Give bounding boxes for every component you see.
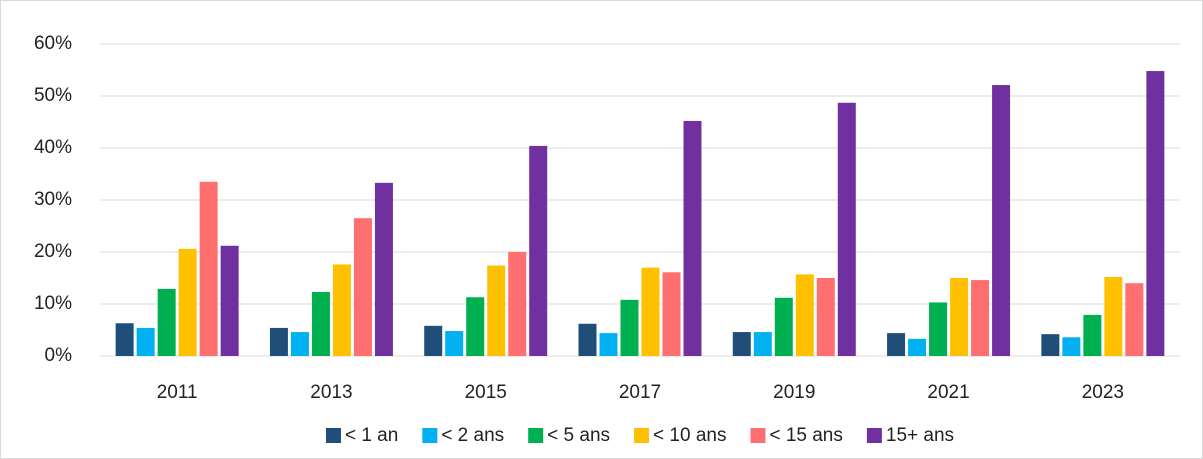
legend-swatch [528,428,544,443]
bar [136,327,155,356]
bar [157,288,176,356]
bar [816,278,835,356]
y-tick-label: 10% [34,293,72,314]
bar [311,292,330,356]
bar [199,181,218,356]
bar [1041,334,1060,356]
bar [1083,314,1102,356]
bar [332,264,351,356]
bar [424,325,443,356]
legend-swatch [750,428,766,443]
x-tick-label: 2011 [157,382,198,403]
bar [753,332,772,356]
bar [929,302,948,356]
bar [641,267,660,356]
y-tick-label: 20% [34,241,72,262]
bar [908,338,927,356]
y-tick-label: 50% [34,85,72,106]
legend-label: < 15 ans [769,425,842,446]
bar [620,299,639,356]
legend-label: < 10 ans [653,425,726,446]
legend-label: < 1 an [345,425,398,446]
bar [1104,276,1123,356]
x-tick-label: 2023 [1082,382,1124,403]
bar [837,102,856,356]
bar [887,333,906,356]
legend-swatch [866,428,882,443]
x-tick-label: 2013 [310,382,352,403]
legend-swatch [325,428,341,443]
legend-label: < 2 ans [441,425,504,446]
bar [290,332,309,356]
bar [508,252,527,356]
y-tick-label: 30% [34,189,72,210]
bar [971,280,990,356]
bar [269,327,288,356]
bar [1125,283,1144,356]
bar [1062,337,1081,356]
bar [662,272,681,356]
bar [466,297,485,356]
bar [115,323,134,356]
x-tick-label: 2019 [773,382,815,403]
bar [774,297,793,356]
bar [1146,71,1165,356]
bar [529,145,548,356]
bar [732,332,751,356]
bar [599,333,618,356]
bar [487,265,506,356]
bar [992,85,1011,356]
legend-label: 15+ ans [886,425,954,446]
bar [795,274,814,356]
y-tick-label: 40% [34,137,72,158]
x-tick-label: 2015 [465,382,507,403]
legend-label: < 5 ans [547,425,610,446]
bar [353,218,372,356]
bar [220,245,239,356]
bar [374,182,393,356]
legend-swatch [634,428,650,443]
bar [683,120,702,357]
bar [178,248,197,356]
bar [445,331,464,356]
x-tick-label: 2017 [619,382,661,403]
legend-swatch [422,428,438,443]
x-tick-label: 2021 [927,382,969,403]
y-tick-label: 0% [45,345,73,366]
y-tick-label: 60% [34,33,72,54]
bar [578,323,597,356]
bar [950,278,969,356]
